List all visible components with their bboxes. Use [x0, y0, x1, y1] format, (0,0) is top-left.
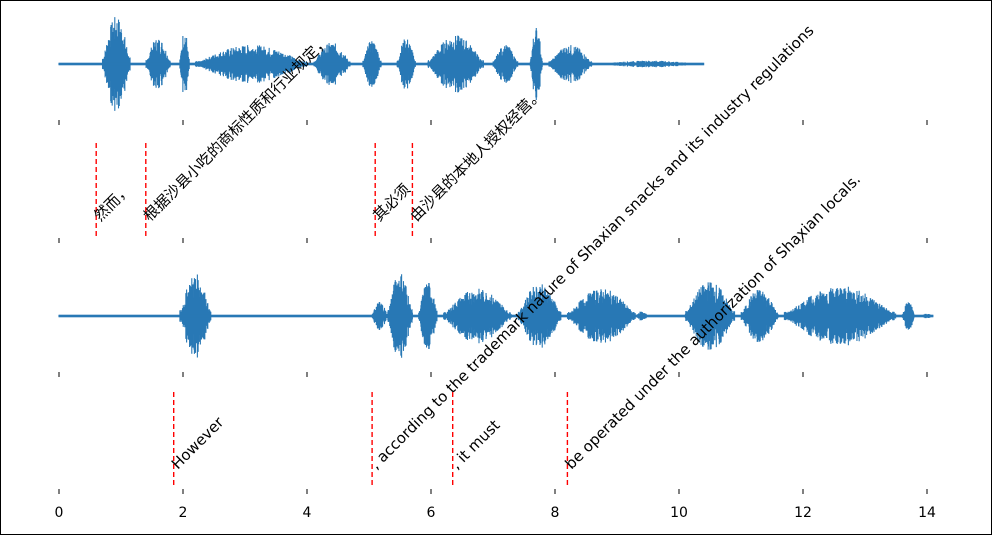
segment-label-1-2: , it must: [447, 416, 504, 473]
x-tick-label-5: 10: [670, 505, 688, 521]
x-tick-label-3: 6: [427, 505, 436, 521]
x-tick-label-6: 12: [794, 505, 812, 521]
segment-label-0-2: 其必须: [369, 180, 414, 225]
segment-label-1-0: However: [168, 413, 228, 473]
segment-label-1-1: , according to the trademark nature of S…: [366, 21, 817, 472]
x-tick-label-7: 14: [918, 505, 936, 521]
segment-label-0-3: 由沙县的本地人授权经营。: [407, 85, 547, 225]
x-tick-label-2: 4: [303, 505, 312, 521]
x-tick-label-1: 2: [179, 505, 188, 521]
x-tick-label-4: 8: [551, 505, 560, 521]
segment-label-0-0: 然而，: [90, 180, 135, 225]
x-tick-label-0: 0: [55, 505, 64, 521]
